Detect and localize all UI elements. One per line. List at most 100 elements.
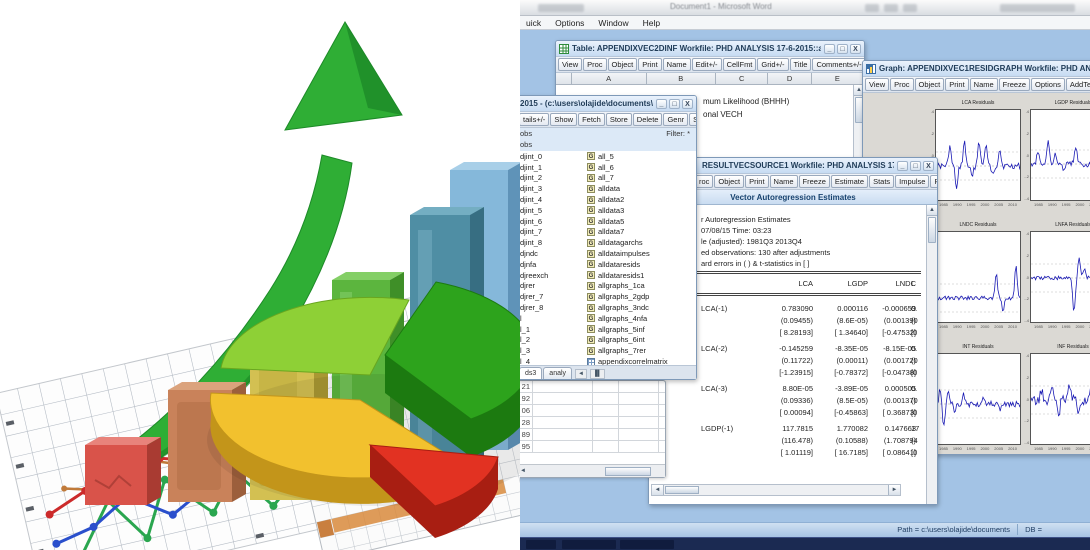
toolbar-button-name[interactable]: Name: [769, 175, 798, 188]
toolbar-button-print[interactable]: Print: [745, 175, 769, 188]
column-header-e[interactable]: E: [812, 73, 864, 84]
series-name[interactable]: djint_7: [520, 227, 543, 237]
minimize-icon[interactable]: _: [656, 98, 667, 109]
maximize-icon[interactable]: □: [910, 160, 921, 171]
toolbar-button-stats[interactable]: Stats: [869, 175, 895, 188]
close-icon[interactable]: X: [682, 98, 693, 109]
toolbar-button-impulse[interactable]: Impulse: [895, 175, 930, 188]
toolbar-button-options[interactable]: Options: [1031, 78, 1065, 91]
bg-table-horizontal-scrollbar[interactable]: ◄: [520, 464, 665, 477]
menu-item-options[interactable]: Options: [555, 17, 585, 28]
maximize-icon[interactable]: □: [669, 98, 680, 109]
toolbar-button-proc[interactable]: Proc: [583, 58, 607, 71]
column-header-a[interactable]: A: [572, 73, 647, 84]
object-name[interactable]: all_6: [598, 162, 614, 172]
series-name[interactable]: l: [520, 313, 522, 323]
series-name[interactable]: djint_6: [520, 216, 543, 226]
workfile-tab-ds3[interactable]: ds3: [520, 367, 543, 379]
series-name[interactable]: djrer_8: [520, 303, 544, 313]
object-name[interactable]: alldata3: [598, 205, 625, 215]
workfile-row[interactable]: l_4 appendixcorrelmatrix: [520, 356, 696, 365]
scroll-up-icon[interactable]: ▲: [854, 85, 864, 96]
object-name[interactable]: all_7: [598, 173, 614, 183]
scrollbar-thumb[interactable]: [928, 217, 936, 243]
toolbar-button-print[interactable]: Print: [945, 78, 969, 91]
object-name[interactable]: allgraphs_4nfa: [598, 313, 648, 323]
object-name[interactable]: alldataimpulses: [598, 249, 650, 259]
toolbar-button-fetch[interactable]: Fetch: [578, 113, 605, 126]
object-name[interactable]: allgraphs_5inf: [598, 324, 645, 334]
scroll-right-icon[interactable]: ►: [888, 485, 900, 495]
maximize-icon[interactable]: □: [837, 43, 848, 54]
taskbar[interactable]: [520, 537, 1090, 550]
object-name[interactable]: appendixcorrelmatrix: [598, 357, 668, 365]
word-close-button[interactable]: [903, 4, 917, 12]
series-name[interactable]: djnfa: [520, 259, 537, 269]
table-window-titlebar[interactable]: Table: APPENDIXVEC2DINF Workfile: PHD AN…: [556, 41, 864, 57]
taskbar-item[interactable]: [620, 540, 674, 549]
workfile-window-titlebar[interactable]: 2015 - (c:\users\olajide\documents\my ..…: [520, 96, 696, 112]
graph-window-titlebar[interactable]: Graph: APPENDIXVEC1RESIDGRAPH Workfile: …: [863, 61, 1090, 77]
toolbar-button-freeze[interactable]: Freeze: [998, 78, 1031, 91]
toolbar-button-sample[interactable]: Sample: [689, 113, 696, 126]
object-name[interactable]: allgraphs_2gdp: [598, 292, 650, 302]
tab-scroll-left-icon[interactable]: ◄: [575, 369, 587, 379]
toolbar-button-object[interactable]: Object: [607, 58, 638, 71]
taskbar-item[interactable]: [526, 540, 556, 549]
series-name[interactable]: djint_1: [520, 162, 543, 172]
object-name[interactable]: alldata7: [598, 227, 625, 237]
series-name[interactable]: djndc: [520, 249, 538, 259]
scroll-left-icon[interactable]: ◄: [520, 468, 526, 474]
toolbar-button-object[interactable]: Object: [914, 78, 945, 91]
series-name[interactable]: djint_0: [520, 151, 543, 161]
menu-item-help[interactable]: Help: [642, 17, 661, 28]
toolbar-button-view[interactable]: View: [558, 58, 583, 71]
object-name[interactable]: alldataresids: [598, 259, 641, 269]
series-name[interactable]: djint_2: [520, 173, 543, 183]
series-name[interactable]: l_1: [520, 324, 531, 334]
toolbar-button-roc[interactable]: roc: [695, 175, 714, 188]
scrollbar-thumb[interactable]: [665, 486, 699, 494]
toolbar-button-tails[interactable]: tails+/-: [520, 113, 550, 126]
taskbar-item[interactable]: [562, 540, 616, 549]
series-name[interactable]: djint_4: [520, 195, 543, 205]
menu-item-window[interactable]: Window: [598, 17, 629, 28]
menu-item-uick[interactable]: uick: [526, 17, 542, 28]
toolbar-button-freeze[interactable]: Freeze: [798, 175, 830, 188]
toolbar-button-edit[interactable]: Edit+/-: [691, 58, 722, 71]
toolbar-button-delete[interactable]: Delete: [632, 113, 663, 126]
toolbar-button-addtext[interactable]: AddText: [1065, 78, 1090, 91]
word-maximize-button[interactable]: [884, 4, 898, 12]
series-name[interactable]: djrer_7: [520, 292, 544, 302]
scroll-up-icon[interactable]: ▲: [927, 205, 937, 216]
toolbar-button-proc[interactable]: Proc: [890, 78, 914, 91]
minimize-icon[interactable]: _: [897, 160, 908, 171]
scrollbar-thumb[interactable]: [605, 466, 651, 476]
toolbar-button-object[interactable]: Object: [714, 175, 745, 188]
column-header-c[interactable]: C: [716, 73, 769, 84]
toolbar-button-print[interactable]: Print: [638, 58, 662, 71]
toolbar-button-name[interactable]: Name: [969, 78, 998, 91]
toolbar-button-view[interactable]: View: [865, 78, 890, 91]
toolbar-button-name[interactable]: Name: [662, 58, 691, 71]
close-icon[interactable]: X: [923, 160, 934, 171]
column-corner[interactable]: [556, 73, 572, 84]
object-name[interactable]: alldata: [598, 184, 621, 194]
object-name[interactable]: allgraphs_1ca: [598, 281, 645, 291]
toolbar-button-estimate[interactable]: Estimate: [830, 175, 869, 188]
toolbar-button-grid[interactable]: Grid+/-: [757, 58, 789, 71]
object-name[interactable]: allgraphs_6int: [598, 335, 645, 345]
var-content[interactable]: ▲ ◄ ► r Autoregression Estimates 07/08/15…: [649, 205, 937, 504]
